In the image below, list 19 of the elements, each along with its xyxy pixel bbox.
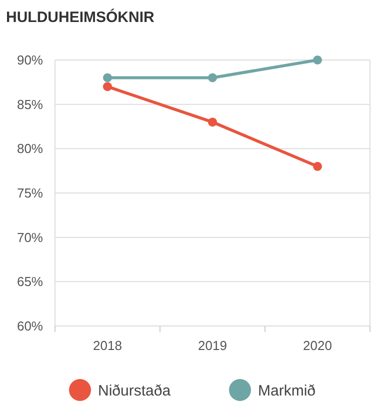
x-tick-label: 2018 xyxy=(93,338,122,353)
y-tick-label: 80% xyxy=(16,141,44,156)
point xyxy=(313,56,322,64)
y-tick-label: 60% xyxy=(16,318,44,334)
point xyxy=(208,73,217,82)
y-tick-label: 75% xyxy=(16,186,44,201)
legend-label: Niðurstaða xyxy=(98,382,172,400)
y-tick-label: 85% xyxy=(16,96,44,112)
point xyxy=(103,73,112,82)
point xyxy=(103,82,112,92)
y-tick-label: 65% xyxy=(16,274,44,290)
legend-label: Markmið xyxy=(258,382,316,400)
point xyxy=(313,162,322,171)
chart-title: HULDUHEIMSÓKNIR xyxy=(6,8,154,26)
y-tick-label: 90% xyxy=(16,52,44,68)
x-tick-label: 2019 xyxy=(198,338,227,353)
y-tick-label: 70% xyxy=(16,230,44,245)
x-tick-label: 2020 xyxy=(303,338,332,353)
point xyxy=(208,118,217,127)
